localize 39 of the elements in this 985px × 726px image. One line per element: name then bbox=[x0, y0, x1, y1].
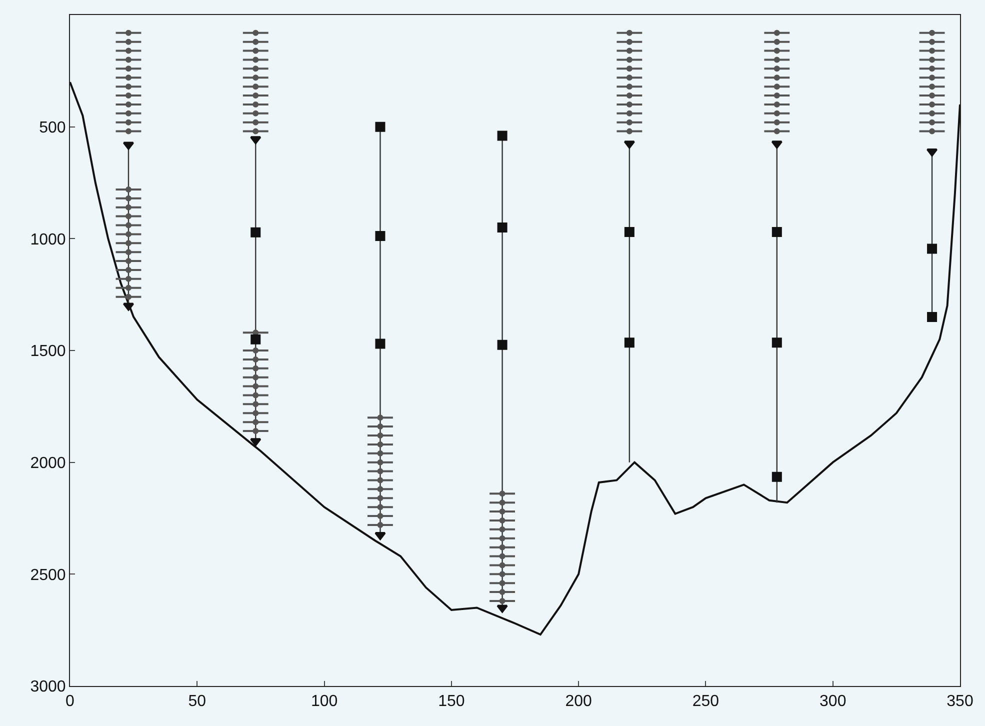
x-tick-label: 200 bbox=[565, 693, 592, 710]
point bbox=[927, 312, 938, 322]
point bbox=[250, 334, 261, 344]
x-tick-label: 50 bbox=[188, 693, 206, 710]
x-tick-label: 0 bbox=[66, 693, 75, 710]
line-series bbox=[70, 81, 960, 636]
point bbox=[624, 140, 636, 149]
point bbox=[771, 140, 783, 149]
point bbox=[375, 122, 386, 132]
point bbox=[926, 148, 938, 156]
x-tick-label: 100 bbox=[310, 693, 338, 710]
point bbox=[772, 338, 782, 348]
point bbox=[122, 142, 134, 150]
x-tick-label: 350 bbox=[946, 693, 974, 710]
point bbox=[250, 438, 262, 446]
point bbox=[927, 244, 938, 254]
y-tick-label: 2500 bbox=[30, 566, 66, 584]
point bbox=[374, 532, 386, 540]
y-tick-label: 500 bbox=[39, 119, 66, 136]
x-tick-label: 250 bbox=[692, 693, 720, 710]
point bbox=[497, 340, 508, 350]
point bbox=[375, 230, 386, 241]
y-tick-label: 3000 bbox=[30, 678, 66, 696]
point bbox=[497, 222, 508, 232]
point bbox=[624, 338, 634, 348]
point bbox=[375, 338, 386, 349]
point bbox=[772, 472, 782, 482]
y-tick-label: 2000 bbox=[30, 454, 66, 472]
point bbox=[624, 226, 634, 237]
x-tick-label: 300 bbox=[820, 693, 846, 710]
x-tick-label: 150 bbox=[438, 693, 465, 710]
point bbox=[497, 130, 508, 141]
y-tick-label: 1000 bbox=[30, 231, 66, 248]
point bbox=[496, 604, 508, 613]
point bbox=[122, 302, 134, 311]
point bbox=[250, 136, 262, 144]
point bbox=[250, 227, 261, 238]
point bbox=[772, 226, 782, 237]
y-tick-label: 1500 bbox=[30, 343, 66, 360]
